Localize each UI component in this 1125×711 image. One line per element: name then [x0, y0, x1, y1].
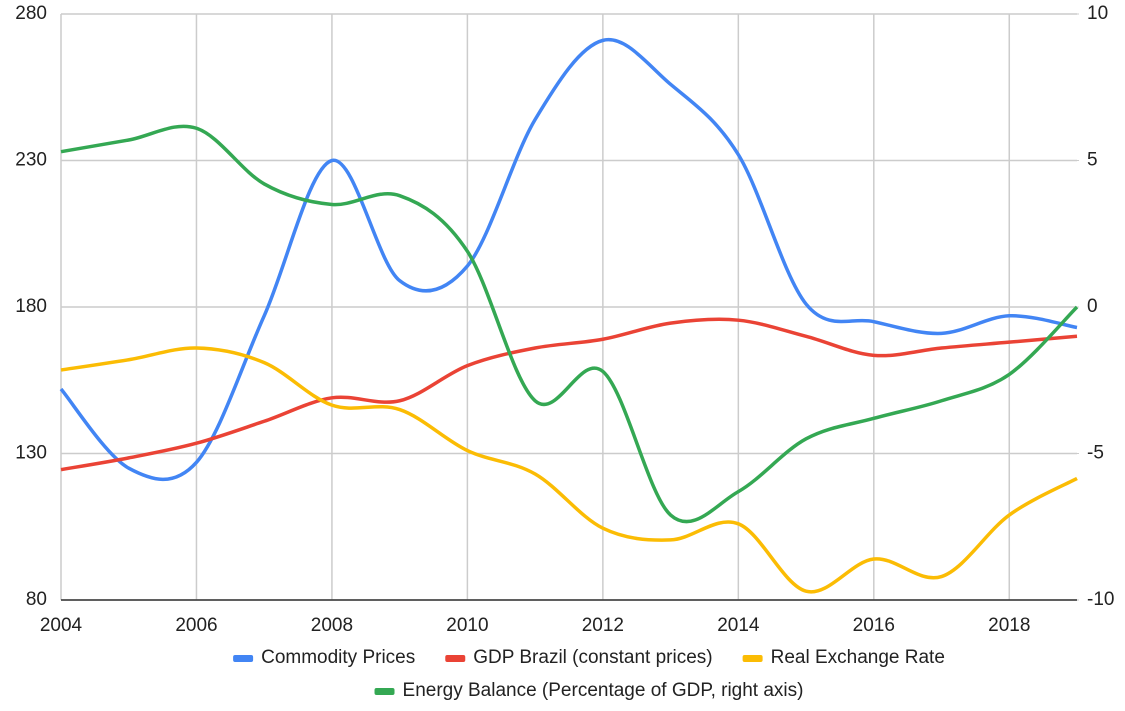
y-tick-label: 130	[15, 443, 47, 464]
series-line	[60, 317, 1078, 472]
legend-label: Commodity Prices	[261, 647, 415, 668]
x-tick-label: 2006	[175, 615, 217, 636]
y2-tick-label: 0	[1087, 296, 1098, 317]
x-tick-label: 2012	[582, 615, 624, 636]
x-tick-label: 2008	[311, 615, 353, 636]
x-tick-label: 2010	[446, 615, 488, 636]
y-tick-label: 280	[15, 3, 47, 24]
x-tick-label: 2018	[988, 615, 1030, 636]
legend-swatch	[445, 655, 466, 662]
series-line	[60, 124, 1079, 524]
y2-tick-label: 10	[1087, 3, 1108, 24]
y-tick-label: 80	[26, 589, 47, 610]
y-tick-label: 180	[15, 296, 47, 317]
x-tick-label: 2004	[40, 615, 83, 636]
legend-label: Real Exchange Rate	[771, 647, 945, 668]
legend-swatch	[374, 688, 395, 695]
series-line	[59, 37, 1078, 482]
y2-tick-label: -5	[1087, 443, 1104, 464]
y2-tick-label: -10	[1087, 589, 1114, 610]
y2-tick-label: 5	[1087, 150, 1098, 171]
legend-label: GDP Brazil (constant prices)	[473, 647, 712, 668]
y-tick-label: 230	[15, 150, 47, 171]
legend-label: Energy Balance (Percentage of GDP, right…	[403, 680, 804, 701]
x-tick-label: 2016	[853, 615, 895, 636]
x-tick-label: 2014	[717, 615, 760, 636]
series-line	[60, 346, 1078, 594]
legend-swatch	[233, 655, 254, 662]
legend-swatch	[742, 655, 763, 662]
